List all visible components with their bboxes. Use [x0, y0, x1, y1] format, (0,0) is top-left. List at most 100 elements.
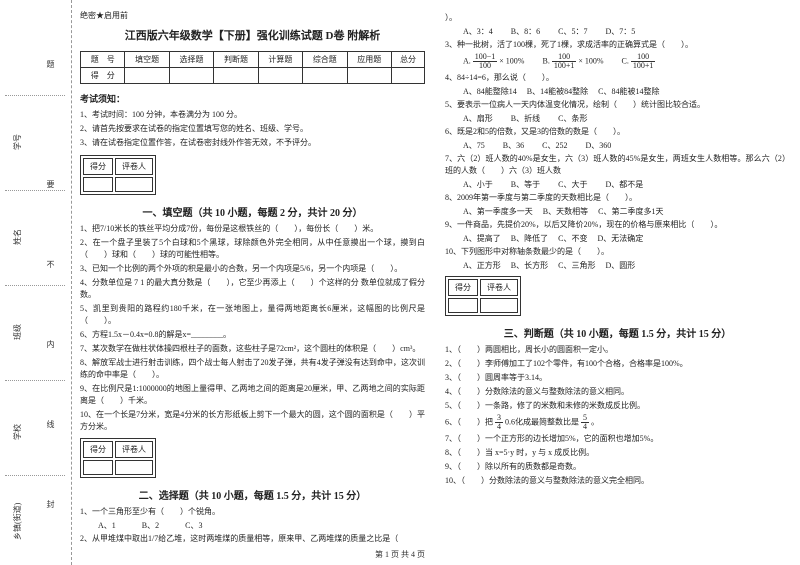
question: 5、要表示一位病人一天内体温变化情况，绘制（ ）统计图比较合适。: [445, 99, 790, 111]
scorebox-label: 评卷人: [115, 158, 153, 175]
question: 3、已知一个比例的两个外项的积是最小的合数，另一个内项是5/6，另一个内项是（ …: [80, 263, 425, 275]
question: 2、（ ）李师傅加工了102个零件，有100个合格，合格率是100%。: [445, 358, 790, 370]
question: 4、分数单位是 7 1 的最大真分数是（ ），它至少再添上（ ）个这样的分 数单…: [80, 277, 425, 301]
question: 10、下列图形中对称轴条数最少的是（ ）。: [445, 246, 790, 258]
binding-char: 线: [45, 420, 56, 428]
score-header: 总分: [391, 52, 424, 68]
question: 4、84÷14=6，那么说（ ）。: [445, 72, 790, 84]
notice-item: 2、请首先按要求在试卷的指定位置填写您的姓名、班级、学号。: [80, 123, 425, 134]
question: 8、解放军战士进行射击训练，四个战士每人射击了20发子弹，共有4发子弹没有达到命…: [80, 357, 425, 381]
option: B、折线: [511, 114, 540, 123]
section-3-title: 三、判断题（共 10 小题，每题 1.5 分，共计 15 分）: [445, 325, 790, 340]
fraction: 100100+1: [552, 53, 577, 70]
scorebox-label: 评卷人: [115, 441, 153, 458]
binding-char: 内: [45, 340, 56, 348]
option-label: B.: [542, 56, 549, 65]
score-table: 题 号 填空题 选择题 判断题 计算题 综合题 应用题 总分 得 分: [80, 51, 425, 84]
question: 2、从甲堆煤中取出1/7给乙堆，这时两堆煤的质量相等，原来甲、乙两堆煤的质量之比…: [80, 533, 425, 545]
scorebox-label: 得分: [448, 279, 478, 296]
option: C、252: [542, 141, 567, 150]
scorebox-cell: [480, 298, 518, 313]
binding-margin: 乡镇(街道) 学校 班级 姓名 学号 封 线 内 不 要 题: [0, 0, 72, 565]
binding-label-id: 学号: [12, 134, 23, 150]
options: A、84能整除14 B、14能被84整除 C、84能被14整除: [463, 86, 790, 97]
scorebox-label: 得分: [83, 158, 113, 175]
secret-label: 绝密★启用前: [80, 10, 425, 21]
option: A、正方形: [463, 261, 501, 270]
option: A、84能整除14: [463, 87, 517, 96]
scorebox-cell: [115, 177, 153, 192]
binding-label-name: 姓名: [12, 229, 23, 245]
question: 4、（ ）分数除法的意义与整数除法的意义相同。: [445, 386, 790, 398]
question: 9、（ ）除以所有的质数都是奇数。: [445, 461, 790, 473]
binding-underline: [5, 380, 65, 385]
options-fractions: A. 100−1100 × 100% B. 100100+1 × 100% C.…: [463, 53, 790, 70]
question: 1、（ ）两圆相比，周长小的圆面积一定小。: [445, 344, 790, 356]
option: B、降低了: [511, 234, 548, 243]
option: D、无法确定: [597, 234, 643, 243]
score-header: 应用题: [347, 52, 391, 68]
score-header: 判断题: [214, 52, 258, 68]
score-header: 填空题: [125, 52, 169, 68]
scorebox-cell: [83, 460, 113, 475]
question: 9、在比例尺是1:1000000的地图上量得甲、乙两地之间的距离是20厘米，甲、…: [80, 383, 425, 407]
option-label: C.: [622, 56, 629, 65]
binding-underline: [5, 190, 65, 195]
options: A、提高了 B、降低了 C、不变 D、无法确定: [463, 233, 790, 244]
option-label: A.: [463, 56, 471, 65]
binding-underline: [5, 285, 65, 290]
option: B、8：6: [511, 27, 540, 36]
score-header: 综合题: [303, 52, 347, 68]
options: A、3：4 B、8：6 C、5：7 D、7：5: [463, 26, 790, 37]
option: C、84能被14整除: [598, 87, 659, 96]
exam-title: 江西版六年级数学【下册】强化训练试题 D卷 附解析: [80, 27, 425, 43]
left-column: 绝密★启用前 江西版六年级数学【下册】强化训练试题 D卷 附解析 题 号 填空题…: [80, 10, 425, 540]
score-cell: [125, 68, 169, 84]
fraction: 54: [581, 414, 589, 431]
option: B、2: [142, 521, 159, 530]
score-header: 题 号: [81, 52, 125, 68]
question: 10、在一个长是7分米，宽是4分米的长方形纸板上剪下一个最大的圆，这个圆的面积是…: [80, 409, 425, 433]
scorebox-cell: [115, 460, 153, 475]
q-text: 6、（ ）把: [445, 417, 493, 426]
question: 2、在一个盘子里装了5个白球和5个黑球，球除颜色外完全相同，从中任意摸出一个球，…: [80, 237, 425, 261]
options: A、正方形 B、长方形 C、三角形 D、圆形: [463, 260, 790, 271]
score-cell: [169, 68, 213, 84]
fraction: 100100+1: [631, 53, 656, 70]
binding-char: 不: [45, 260, 56, 268]
option: B、天数相等: [543, 207, 588, 216]
option: C、大于: [558, 180, 587, 189]
mult-text: × 100%: [578, 56, 603, 65]
option: D、都不是: [605, 180, 643, 189]
notice-item: 3、请在试卷指定位置作答，在试卷密封线外作答无效，不予评分。: [80, 137, 425, 148]
score-header: 选择题: [169, 52, 213, 68]
question: 7、某次数学在做柱状体操四根柱子的面数，这些柱子是72cm²，这个圆柱的体积是（…: [80, 343, 425, 355]
scorebox-cell: [448, 298, 478, 313]
option: D、360: [585, 141, 611, 150]
score-cell: [303, 68, 347, 84]
q-text: 。: [591, 417, 599, 426]
section-scorebox: 得分评卷人: [80, 438, 156, 478]
option: D、7：5: [605, 27, 635, 36]
option: C、三角形: [558, 261, 595, 270]
fraction: 34: [495, 414, 503, 431]
option: C、条形: [558, 114, 587, 123]
question: 5、（ ）一条路，修了的米数和未修的米数成反比例。: [445, 400, 790, 412]
question: 3、种一批树，活了100棵，死了1棵，求成活率的正确算式是（ ）。: [445, 39, 790, 51]
question: 7、六（2）班人数的40%是女生，六（3）班人数的45%是女生，两班女生人数相等…: [445, 153, 790, 177]
option: C、5：7: [558, 27, 587, 36]
options: A、1 B、2 C、3: [98, 520, 425, 531]
binding-char: 封: [45, 500, 56, 508]
binding-char: 题: [45, 60, 56, 68]
section-scorebox: 得分评卷人: [80, 155, 156, 195]
option: C、不变: [558, 234, 587, 243]
section-scorebox: 得分评卷人: [445, 276, 521, 316]
q-text: 0.6化成最简整数比是: [505, 417, 579, 426]
binding-label-township: 乡镇(街道): [12, 503, 23, 540]
question: 1、把7/10米长的铁丝平均分成7份，每份是这根铁丝的（ ），每份长（ ）米。: [80, 223, 425, 235]
option: A、75: [463, 141, 485, 150]
option: C、第二季度多1天: [598, 207, 663, 216]
question: 5、凯里到贵阳的路程约180千米，在一张地图上，量得两地距离长6厘米，这幅图的比…: [80, 303, 425, 327]
score-cell: [347, 68, 391, 84]
question: 10、（ ）分数除法的意义与整数除法的意义完全相同。: [445, 475, 790, 487]
